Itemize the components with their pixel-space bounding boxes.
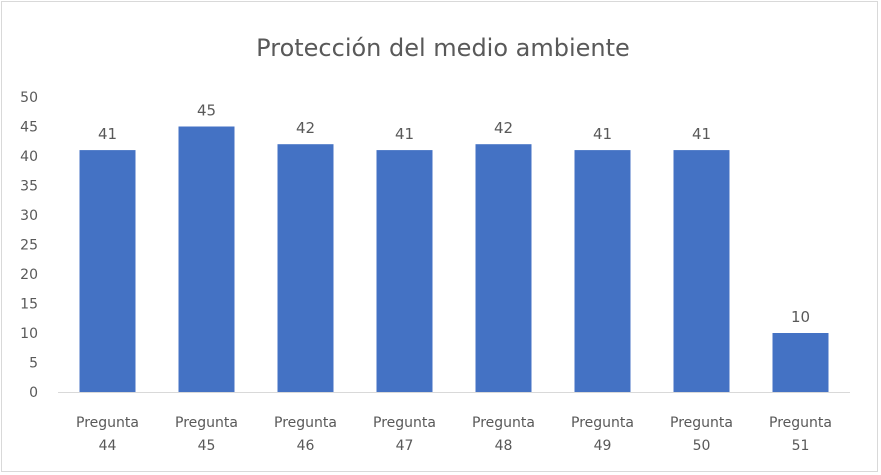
bar <box>178 126 235 392</box>
y-tick-label: 30 <box>20 208 38 224</box>
y-tick-label: 10 <box>20 326 38 342</box>
bar <box>772 333 829 392</box>
chart-title: Protección del medio ambiente <box>256 34 630 62</box>
y-tick-label: 5 <box>29 356 38 372</box>
x-tick-label: 51 <box>792 438 810 454</box>
bar <box>376 150 433 392</box>
x-tick-label: 48 <box>495 438 513 454</box>
x-tick-label: Pregunta <box>373 415 436 431</box>
y-tick-label: 50 <box>20 90 38 106</box>
bar <box>277 144 334 392</box>
x-tick-label: Pregunta <box>175 415 238 431</box>
data-label: 41 <box>692 125 711 143</box>
y-tick-label: 40 <box>20 149 38 165</box>
y-tick-label: 20 <box>20 267 38 283</box>
y-tick-label: 15 <box>20 297 38 313</box>
data-label: 41 <box>395 125 414 143</box>
bar <box>673 150 730 392</box>
y-tick-label: 25 <box>20 238 38 254</box>
x-tick-label: 45 <box>198 438 216 454</box>
data-label: 45 <box>197 102 216 120</box>
x-tick-label: 44 <box>99 438 117 454</box>
data-label: 42 <box>494 119 513 137</box>
x-tick-label: 50 <box>693 438 711 454</box>
x-tick-label: Pregunta <box>274 415 337 431</box>
x-tick-label: Pregunta <box>769 415 832 431</box>
x-tick-label: 46 <box>297 438 315 454</box>
bar <box>79 150 136 392</box>
data-label: 41 <box>593 125 612 143</box>
x-tick-label: Pregunta <box>472 415 535 431</box>
data-label: 10 <box>791 308 810 326</box>
bar <box>574 150 631 392</box>
bar <box>475 144 532 392</box>
y-tick-label: 45 <box>20 120 38 136</box>
y-tick-label: 0 <box>29 385 38 401</box>
bars: 41 Pregunta 44 45 Pregunta 45 42 Pregunta 46 41 Pr… <box>76 102 832 455</box>
x-tick-label: 47 <box>396 438 414 454</box>
y-axis: 0 5 10 15 20 25 30 35 40 45 50 <box>20 90 38 401</box>
x-tick-label: 49 <box>594 438 612 454</box>
x-tick-label: Pregunta <box>571 415 634 431</box>
data-label: 41 <box>98 125 117 143</box>
data-label: 42 <box>296 119 315 137</box>
x-tick-label: Pregunta <box>670 415 733 431</box>
y-tick-label: 35 <box>20 179 38 195</box>
x-tick-label: Pregunta <box>76 415 139 431</box>
